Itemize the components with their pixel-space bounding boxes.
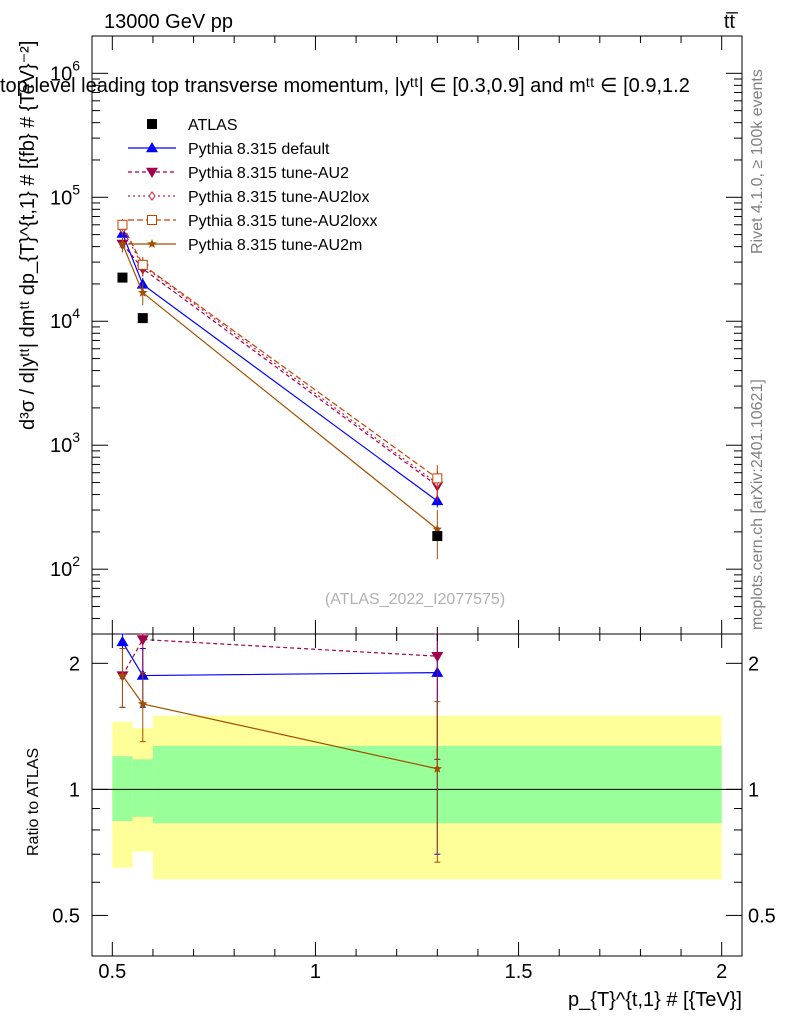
series-line — [121, 224, 438, 479]
ratio-point — [116, 635, 129, 647]
y-tick-exponent: 5 — [72, 181, 80, 197]
ratio-mc-lines — [116, 633, 444, 863]
y-tick-base: 10 — [50, 435, 72, 457]
ratio-point — [432, 763, 443, 773]
y-tick-label: 103 — [50, 429, 80, 457]
y-axis-label: d³σ / d|yᵗᵗ| dmᵗᵗ dp_{T}^{t,1} # [{fb} #… — [17, 41, 39, 430]
y-tick-label: 106 — [50, 57, 80, 85]
atlas-point — [432, 531, 443, 542]
legend-marker — [147, 119, 157, 129]
ratio-point — [138, 698, 148, 708]
legend-label: Pythia 8.315 tune-AU2 — [188, 165, 349, 182]
y-tick-label: 102 — [50, 553, 80, 581]
legend-label: Pythia 8.315 default — [188, 141, 330, 158]
y-tick-base: 10 — [50, 559, 72, 581]
ratio-line — [121, 638, 438, 676]
atlas-point — [117, 272, 128, 283]
series-line — [121, 233, 438, 502]
ratio-point — [117, 670, 128, 680]
legend: ATLAS Pythia 8.315 default Pythia 8.315 tu… — [128, 117, 377, 254]
y-tick-exponent: 2 — [72, 553, 80, 569]
legend-marker — [147, 239, 157, 248]
ratio-point — [136, 635, 149, 646]
process-label: tt̅ — [724, 11, 738, 33]
legend-marker — [146, 167, 158, 178]
y-tick-exponent: 3 — [72, 429, 80, 445]
legend-label: Pythia 8.315 tune-AU2m — [188, 237, 362, 254]
x-tick-label: 1 — [310, 961, 321, 983]
series-point — [432, 524, 443, 534]
series-point — [137, 259, 148, 270]
mcplots-citation: mcplots.cern.ch [arXiv:2401.10621] — [749, 379, 766, 630]
x-tick-label: 2 — [716, 961, 727, 983]
ratio-uncertainty-bands — [112, 715, 722, 880]
inner-band — [132, 759, 153, 817]
ratio-plot-frame — [91, 633, 743, 957]
y-tick-label: 105 — [50, 181, 80, 209]
legend-label: Pythia 8.315 tune-AU2lox — [188, 189, 369, 206]
ratio-tick-label: 1 — [69, 779, 80, 801]
y-tick-base: 10 — [50, 187, 72, 209]
series-point — [138, 287, 148, 297]
legend-label: Pythia 8.315 tune-AU2loxx — [188, 213, 377, 230]
main-atlas-points — [117, 272, 443, 542]
legend-marker — [148, 191, 156, 201]
series-line — [121, 243, 438, 530]
legend-label: ATLAS — [188, 117, 238, 134]
y-tick-label: 104 — [50, 305, 80, 333]
ratio-tick-label: 2 — [69, 653, 80, 675]
analysis-id: (ATLAS_2022_I2077575) — [325, 591, 505, 608]
inner-band — [112, 756, 133, 822]
rivet-version: Rivet 4.1.0, ≥ 100k events — [749, 69, 766, 254]
series-line — [121, 229, 438, 485]
ratio-point — [431, 651, 444, 663]
ratio-tick-label-right: 1 — [748, 779, 759, 801]
collision-label: 13000 GeV pp — [104, 11, 233, 33]
x-tick-label: 0.5 — [98, 961, 126, 983]
series-point — [432, 473, 443, 484]
atlas-point — [137, 313, 148, 324]
y-tick-exponent: 6 — [72, 57, 80, 73]
ratio-tick-label: 0.5 — [52, 905, 80, 927]
series-line — [122, 243, 438, 487]
legend-marker — [147, 215, 157, 225]
x-tick-label: 1.5 — [505, 961, 533, 983]
legend-marker — [146, 142, 158, 153]
y-tick-exponent: 4 — [72, 305, 80, 321]
series-point — [117, 239, 128, 248]
ratio-tick-label-right: 2 — [748, 653, 759, 675]
x-axis-label: p_{T}^{t,1} # [{TeV}] — [568, 989, 742, 1011]
chart-title: top-level leading top transverse momentu… — [0, 75, 690, 97]
y-tick-base: 10 — [50, 311, 72, 333]
ratio-tick-label-right: 0.5 — [748, 905, 776, 927]
y-tick-base: 10 — [50, 63, 72, 85]
series-point — [117, 219, 128, 230]
ratio-y-axis-label: Ratio to ATLAS — [25, 748, 42, 856]
main-mc-lines — [116, 218, 444, 560]
